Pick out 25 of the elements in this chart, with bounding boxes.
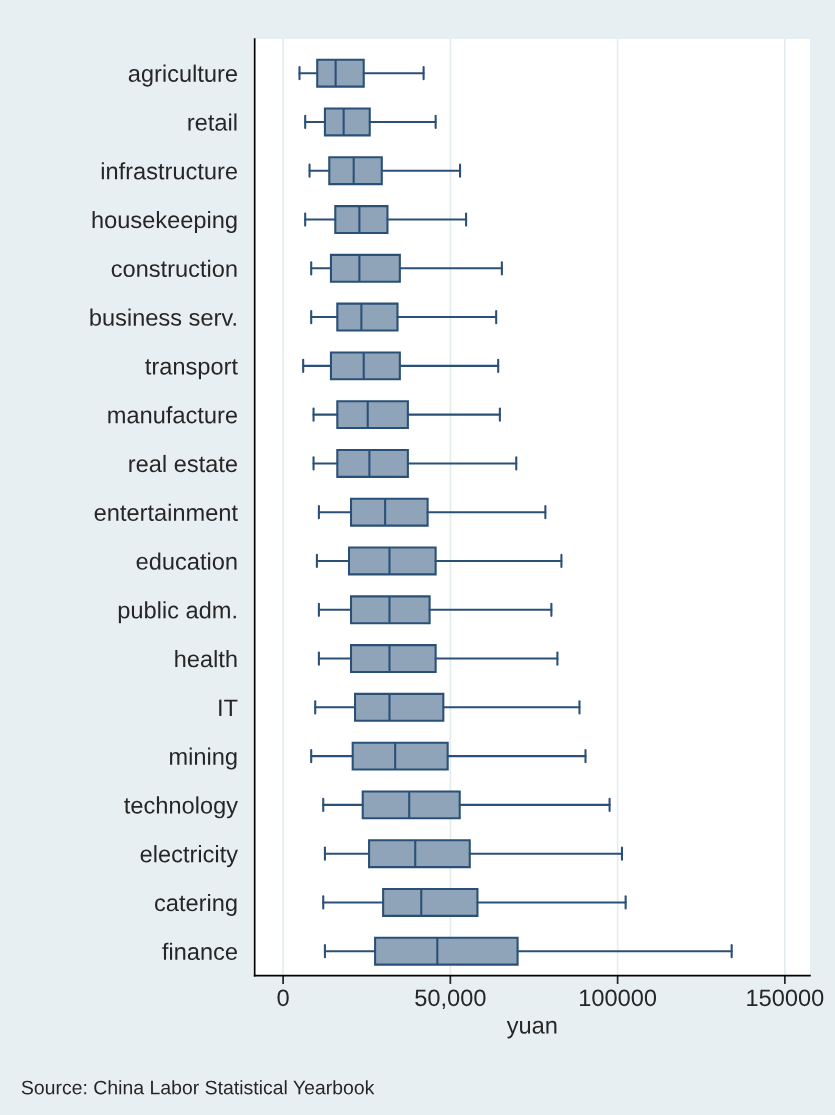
y-tick-label: mining xyxy=(170,747,237,770)
y-tick-label: technology xyxy=(124,796,238,819)
source-note: Source: China Labor Statistical Yearbook xyxy=(21,1080,375,1095)
x-tick-label: 0 xyxy=(277,989,289,1007)
x-tick-label: 150000 xyxy=(747,989,824,1007)
y-tick-label: housekeeping xyxy=(92,210,237,233)
y-tick-label: transport xyxy=(145,359,238,380)
y-tick-label: health xyxy=(175,649,237,668)
y-tick-label: catering xyxy=(155,893,237,916)
x-axis-title: yuan xyxy=(506,1020,557,1039)
y-tick-label: entertainment xyxy=(94,503,238,521)
y-tick-label: IT xyxy=(219,699,238,716)
y-tick-label: real estate xyxy=(129,454,237,473)
x-tick-label: 100000 xyxy=(580,989,657,1007)
y-tick-label: manufacture xyxy=(108,406,237,424)
y-tick-label: infrastructure xyxy=(101,162,237,180)
y-tick-label: education xyxy=(136,552,237,570)
x-tick-label: 50,000 xyxy=(415,989,486,1009)
y-tick-label: business serv. xyxy=(90,308,236,326)
y-tick-label: finance xyxy=(162,942,237,961)
y-tick-label: construction xyxy=(111,259,237,278)
y-tick-label: public adm. xyxy=(118,601,236,624)
y-tick-label: retail xyxy=(188,113,237,131)
y-tick-label: agriculture xyxy=(128,64,237,87)
y-tick-label: electricity xyxy=(140,845,238,868)
